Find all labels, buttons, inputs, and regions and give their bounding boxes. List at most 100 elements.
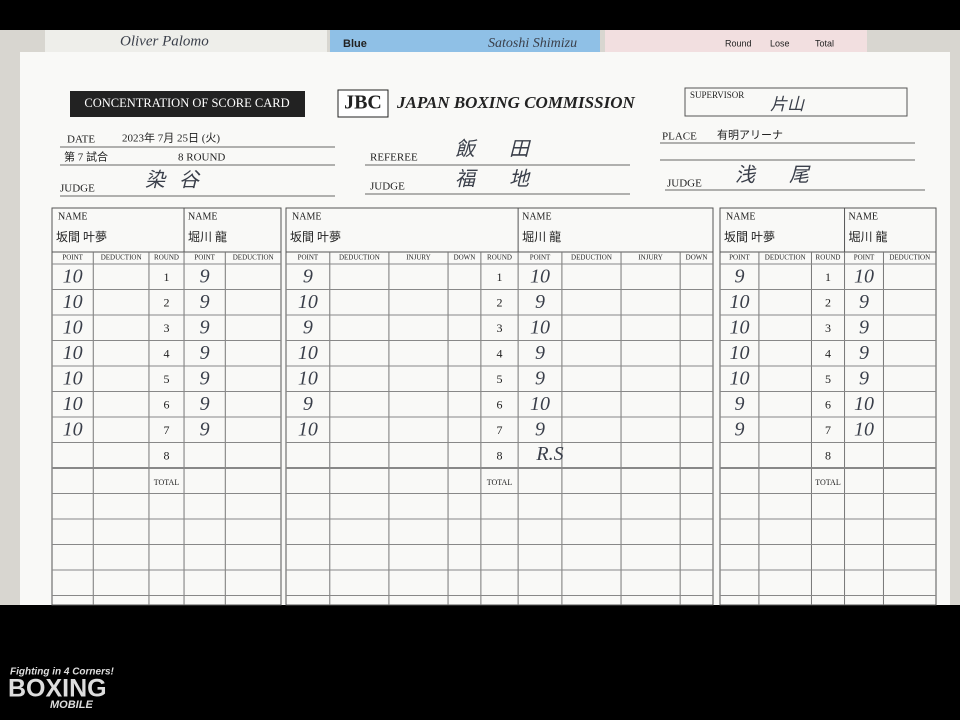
referee-label: REFEREE bbox=[370, 152, 418, 164]
blue-score: 9 bbox=[200, 342, 210, 364]
column-header: DEDUCTION bbox=[101, 254, 142, 262]
red-score: 10 bbox=[298, 419, 318, 441]
judge-label: JUDGE bbox=[667, 178, 702, 190]
name-label: NAME bbox=[58, 211, 87, 222]
round-number: 8 bbox=[497, 448, 503, 462]
badge-text: CONCENTRATION OF SCORE CARD bbox=[84, 96, 289, 110]
blue-score: 9 bbox=[535, 368, 545, 390]
round-number: 4 bbox=[497, 346, 503, 360]
column-header: ROUND bbox=[816, 254, 841, 262]
bout: 第 7 試合 bbox=[64, 150, 108, 164]
red-score: 9 bbox=[303, 317, 313, 339]
referee: 飯田 bbox=[455, 139, 563, 161]
column-header: DOWN bbox=[454, 254, 476, 262]
watermark-brand: BOXING bbox=[8, 675, 107, 703]
column-header: DEDUCTION bbox=[889, 254, 930, 262]
round-number: 3 bbox=[497, 321, 503, 335]
column-header: POINT bbox=[194, 254, 215, 262]
column-header: DEDUCTION bbox=[339, 254, 380, 262]
score-sheet bbox=[20, 52, 950, 605]
card-header: Round bbox=[725, 38, 752, 48]
judge: 染谷 bbox=[145, 170, 213, 192]
round-number: 5 bbox=[497, 372, 503, 386]
card-name: Oliver Palomo bbox=[120, 33, 209, 49]
name-label: NAME bbox=[522, 211, 551, 222]
red-score: 9 bbox=[734, 393, 744, 415]
card-blue bbox=[330, 30, 600, 52]
judge-tables: NAME NAME 坂間 叶夢 堀川 龍 POINT DEDUCTION ROUND POIN… bbox=[51, 207, 937, 606]
column-header: ROUND bbox=[487, 254, 512, 262]
card-header: Lose bbox=[770, 38, 790, 48]
column-header: DEDUCTION bbox=[571, 254, 612, 262]
column-header: ROUND bbox=[154, 254, 179, 262]
column-header: POINT bbox=[854, 254, 875, 262]
blue-score: 9 bbox=[859, 317, 869, 339]
round-number: 3 bbox=[825, 321, 831, 335]
red-score: 10 bbox=[729, 342, 749, 364]
red-score: 10 bbox=[63, 317, 83, 339]
name-label: NAME bbox=[292, 211, 321, 222]
blue-score: 10 bbox=[530, 393, 550, 415]
card-left bbox=[45, 30, 327, 52]
round-number: 8 bbox=[825, 448, 831, 462]
red-score: 10 bbox=[298, 291, 318, 313]
red-score: 10 bbox=[298, 342, 318, 364]
column-header: INJURY bbox=[638, 254, 663, 262]
column-header: POINT bbox=[530, 254, 551, 262]
red-score: 9 bbox=[303, 393, 313, 415]
name-label: NAME bbox=[849, 211, 878, 222]
red-boxer: 坂間 叶夢 bbox=[724, 230, 775, 244]
blue-score: 9 bbox=[535, 342, 545, 364]
organization: JAPAN BOXING COMMISSION bbox=[396, 93, 635, 112]
judge: 浅尾 bbox=[735, 165, 843, 187]
blue-score: 9 bbox=[200, 317, 210, 339]
blue-score: 10 bbox=[854, 393, 874, 415]
round-number: 4 bbox=[825, 346, 831, 360]
round-number: 5 bbox=[825, 372, 831, 386]
blue-score: 9 bbox=[859, 368, 869, 390]
round-number: 6 bbox=[825, 397, 831, 411]
total-label: TOTAL bbox=[815, 478, 841, 487]
column-header: INJURY bbox=[406, 254, 431, 262]
judge-label: JUDGE bbox=[60, 183, 95, 195]
red-score: 10 bbox=[63, 266, 83, 288]
table-frame bbox=[51, 207, 282, 606]
underlines bbox=[60, 142, 925, 197]
blue-score: 9 bbox=[535, 419, 545, 441]
blue-boxer: 堀川 龍 bbox=[522, 229, 561, 244]
red-score: 10 bbox=[63, 393, 83, 415]
blue-score: 9 bbox=[200, 419, 210, 441]
red-score: 9 bbox=[303, 266, 313, 288]
blue-score: 10 bbox=[530, 317, 550, 339]
blue-score: 9 bbox=[200, 291, 210, 313]
red-score: 10 bbox=[729, 317, 749, 339]
logo bbox=[337, 89, 389, 118]
red-score: 10 bbox=[298, 368, 318, 390]
supervisor-label: SUPERVISOR bbox=[690, 90, 744, 100]
blue-score: 9 bbox=[859, 342, 869, 364]
round-number: 7 bbox=[497, 423, 503, 437]
round-number: 6 bbox=[164, 397, 170, 411]
blue-score: 9 bbox=[200, 393, 210, 415]
round-number: 3 bbox=[164, 321, 170, 335]
blue-score: 9 bbox=[535, 291, 545, 313]
round-number: 1 bbox=[497, 270, 503, 284]
total-label: TOTAL bbox=[487, 478, 513, 487]
round-number: 1 bbox=[825, 270, 831, 284]
judge-label: JUDGE bbox=[370, 181, 405, 193]
round-number: 7 bbox=[164, 423, 170, 437]
column-header: DEDUCTION bbox=[233, 254, 274, 262]
column-header: DOWN bbox=[686, 254, 708, 262]
table-frame bbox=[719, 207, 937, 606]
place-label: PLACE bbox=[662, 131, 697, 143]
blue-boxer: 堀川 龍 bbox=[849, 229, 888, 244]
round-number: 1 bbox=[164, 270, 170, 284]
watermark-tagline: Fighting in 4 Corners! bbox=[10, 667, 115, 678]
blue-score: 9 bbox=[859, 291, 869, 313]
badge bbox=[70, 91, 305, 117]
red-score: 9 bbox=[734, 419, 744, 441]
blue-score: 9 bbox=[200, 266, 210, 288]
name-label: NAME bbox=[188, 211, 217, 222]
round-number: 7 bbox=[825, 423, 831, 437]
